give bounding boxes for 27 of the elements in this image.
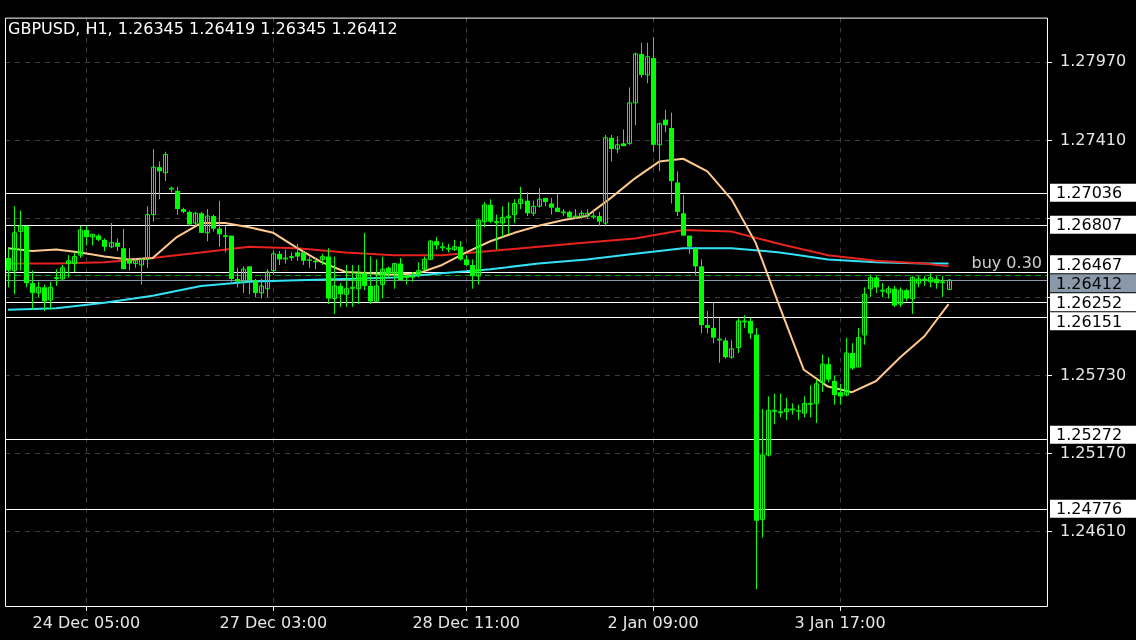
candlestick (711, 302, 716, 344)
y-tick-label: 1.27410 (1060, 129, 1127, 149)
y-tick-label: 1.25170 (1060, 442, 1127, 462)
x-tick-label: 28 Dec 11:00 (412, 612, 521, 632)
y-tick-label: 1.27970 (1060, 51, 1127, 71)
ref-line-label: 1.26412 (1056, 273, 1123, 293)
ref-line-label: 1.27036 (1056, 183, 1123, 203)
y-tick-label: 1.25730 (1060, 364, 1127, 384)
candlestick (862, 286, 867, 346)
candlestick (681, 194, 686, 237)
ref-line-label: buy 0.30 (971, 252, 1042, 272)
candlestick (693, 246, 698, 276)
ref-line-label: 1.26807 (1056, 215, 1123, 235)
candlestick (705, 310, 710, 334)
candlestick (416, 261, 421, 279)
y-tick-label: 1.24610 (1060, 521, 1127, 541)
x-tick-label: 2 Jan 09:00 (607, 612, 699, 632)
x-tick-label: 27 Dec 03:00 (219, 612, 328, 632)
chart-title: GBPUSD, H1, 1.26345 1.26419 1.26345 1.26412 (8, 18, 398, 38)
ref-line-label: 1.26151 (1056, 311, 1123, 331)
x-tick-label: 3 Jan 17:00 (794, 612, 886, 632)
candlestick (175, 186, 180, 216)
ref-line-label: 1.24776 (1056, 498, 1123, 518)
ref-line-label: 1.25272 (1056, 424, 1123, 444)
x-tick-label: 24 Dec 05:00 (32, 612, 141, 632)
ref-line-label: 1.26467 (1056, 254, 1123, 274)
ref-line-label: 1.26252 (1056, 292, 1123, 312)
